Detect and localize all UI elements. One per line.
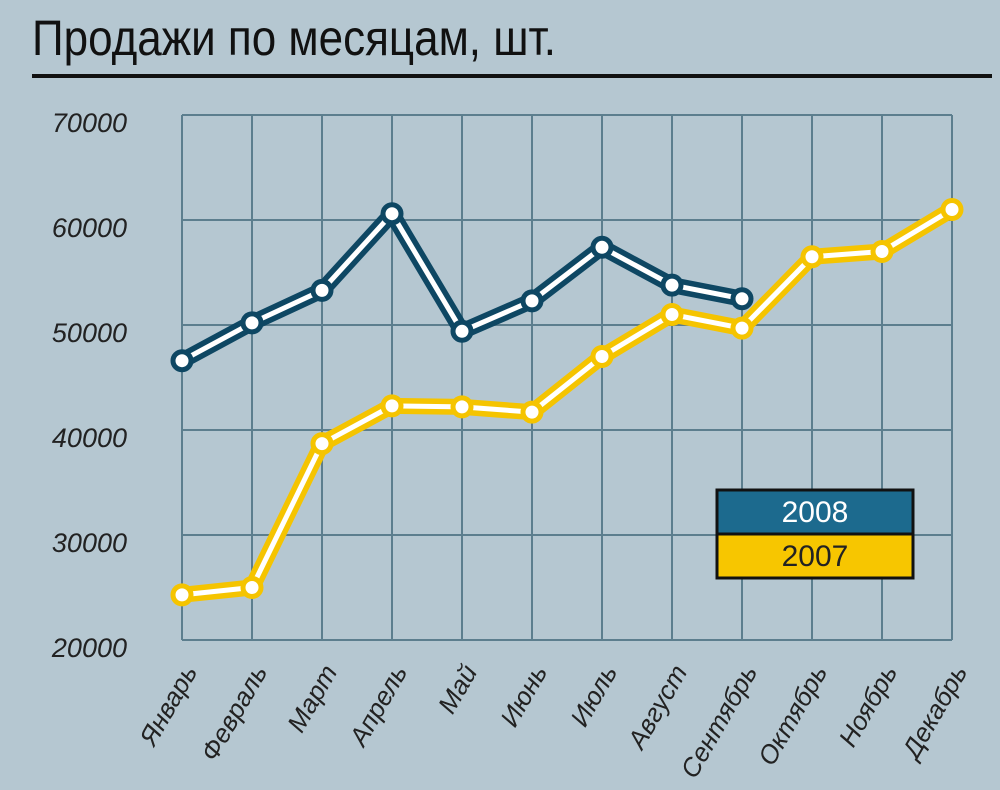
legend-label: 2007	[782, 540, 849, 573]
y-tick-label: 30000	[52, 528, 127, 558]
point	[240, 576, 264, 599]
point	[450, 395, 474, 419]
point	[240, 311, 264, 335]
legend-swatch	[715, 532, 915, 580]
point	[870, 240, 894, 263]
y-tick-label: 50000	[52, 318, 127, 348]
point	[520, 289, 544, 313]
y-tick-label: 60000	[52, 213, 127, 243]
point	[520, 400, 544, 424]
point	[660, 273, 684, 297]
y-tick-label: 70000	[52, 108, 127, 138]
point	[590, 235, 614, 259]
point	[170, 583, 194, 607]
series-line-highlight	[181, 207, 954, 598]
point	[940, 198, 964, 221]
point	[800, 245, 824, 269]
point	[170, 349, 194, 373]
point	[310, 278, 334, 302]
point	[380, 202, 404, 226]
legend-swatch	[715, 488, 915, 536]
point	[450, 319, 474, 343]
legend-label: 2008	[782, 496, 849, 529]
point	[730, 287, 754, 311]
title-rule	[32, 74, 992, 78]
point	[380, 394, 404, 418]
point	[730, 316, 754, 340]
point	[590, 345, 614, 368]
chart-title: Продажи по месяцам, шт.	[32, 10, 556, 66]
y-tick-label: 20000	[51, 633, 127, 663]
point	[660, 303, 684, 326]
point	[310, 432, 334, 456]
y-tick-label: 40000	[52, 423, 127, 453]
